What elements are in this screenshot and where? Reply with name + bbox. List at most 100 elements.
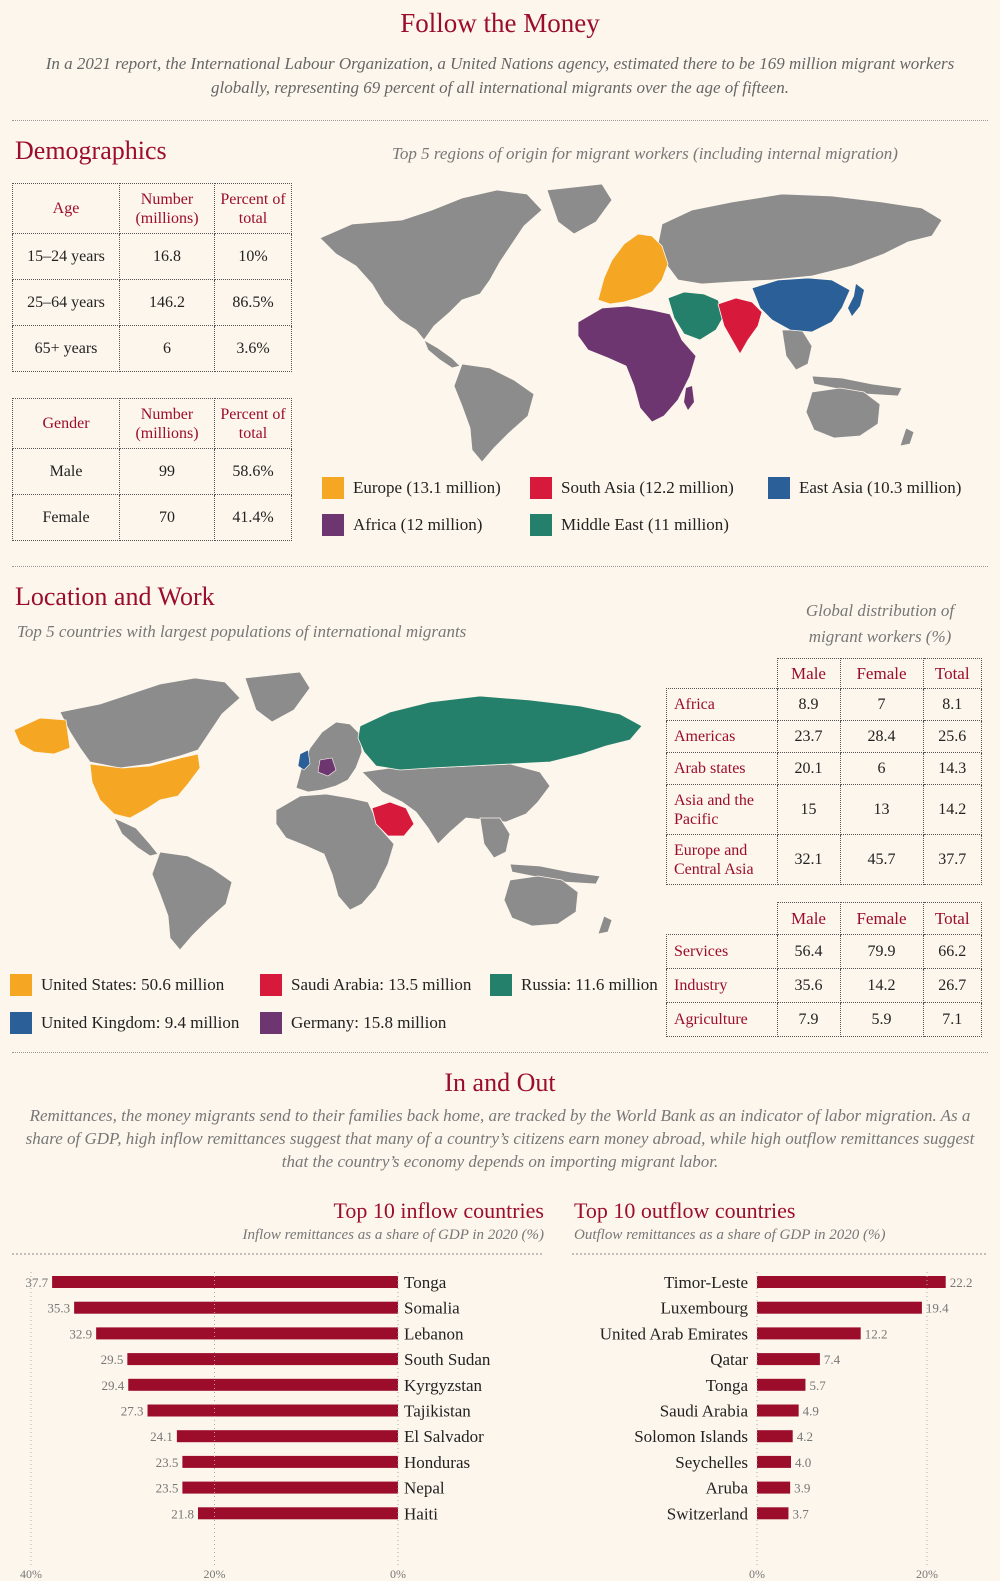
outflow-bar-chart: 22.2 Timor-Leste 19.4 Luxembourg 12.2 United …	[572, 1253, 988, 1581]
legend-label: Middle East (11 million)	[561, 515, 729, 534]
value-cell: 28.4	[839, 720, 924, 753]
category-label: United Arab Emirates	[600, 1324, 748, 1343]
percent-cell: 41.4%	[214, 494, 292, 541]
inflow-chart-subtitle: Inflow remittances as a share of GDP in …	[242, 1227, 544, 1243]
united-kingdom-region	[297, 749, 311, 771]
category-label: Nepal	[404, 1479, 445, 1498]
inout-text: Remittances, the money migrants send to …	[25, 1106, 975, 1171]
sector-distribution-table: Male Female Total Services 56.4 79.9 66.…	[666, 902, 982, 1037]
destination-world-map	[13, 671, 643, 951]
category-label: Lebanon	[404, 1324, 464, 1343]
value-cell: 8.9	[776, 688, 841, 721]
legend-label: United Kingdom: 9.4 million	[41, 1013, 240, 1032]
bar	[757, 1430, 793, 1443]
total-header: Total	[922, 902, 982, 935]
east-asia-region	[751, 277, 851, 333]
south-asia-region	[717, 297, 763, 355]
table-row: Female 70 41.4%	[12, 494, 292, 541]
category-label: Aruba	[706, 1479, 749, 1498]
bar	[757, 1276, 946, 1288]
percent-cell: 3.6%	[214, 325, 292, 372]
legend-item: Middle East (11 million)	[530, 514, 729, 536]
category-label: Solomon Islands	[634, 1427, 748, 1446]
category-label: Tonga	[404, 1273, 447, 1292]
table-row: Arab states 20.1 6 14.3	[666, 752, 982, 785]
male-header: Male	[776, 902, 841, 935]
age-cell: 65+ years	[12, 325, 120, 372]
legend-label: South Asia (12.2 million)	[561, 478, 734, 497]
category-label: Honduras	[404, 1453, 470, 1472]
sector-label: Industry	[666, 968, 778, 1003]
north-america-shape	[319, 189, 543, 341]
bar	[757, 1353, 820, 1366]
age-cell: 15–24 years	[12, 233, 120, 280]
legend-item: Europe (13.1 million)	[322, 477, 501, 499]
age-cell: 25–64 years	[12, 279, 120, 326]
data-label: 4.2	[797, 1429, 813, 1444]
legend-swatch	[530, 477, 552, 499]
greenland-shape	[546, 183, 613, 235]
age-table: Age Number (millions) Percent of total 1…	[12, 183, 292, 372]
southeast-asia-shape	[781, 329, 813, 371]
value-cell: 13	[839, 784, 924, 835]
data-label: 27.3	[121, 1404, 144, 1419]
data-label: 12.2	[865, 1326, 888, 1341]
data-label: 23.5	[156, 1455, 179, 1470]
percent-header: Percent of total	[214, 398, 292, 449]
legend-swatch	[322, 514, 344, 536]
category-label: Timor-Leste	[664, 1273, 748, 1292]
table-row: Services 56.4 79.9 66.2	[666, 934, 982, 969]
legend-swatch	[10, 974, 32, 996]
male-header: Male	[776, 658, 841, 689]
x-tick-label: 20%	[204, 1567, 226, 1581]
inflow-chart-title: Top 10 inflow countries	[333, 1198, 544, 1223]
legend-label: Saudi Arabia: 13.5 million	[291, 975, 472, 994]
percent-cell: 86.5%	[214, 279, 292, 326]
sector-label: Agriculture	[666, 1002, 778, 1037]
bar	[757, 1327, 861, 1340]
sector-label: Services	[666, 934, 778, 969]
africa-shape	[275, 793, 395, 911]
section-divider	[12, 566, 988, 567]
legend-item: Africa (12 million)	[322, 514, 482, 536]
alaska-region	[13, 717, 71, 755]
origin-world-map	[319, 183, 943, 463]
table-row: Europe and Central Asia 32.1 45.7 37.7	[666, 834, 982, 885]
legend-swatch	[530, 514, 552, 536]
inout-heading: In and Out	[444, 1068, 556, 1097]
region-label: Americas	[666, 720, 778, 753]
bar	[147, 1404, 398, 1417]
x-tick-label: 40%	[20, 1567, 42, 1581]
bar	[757, 1455, 791, 1468]
madagascar-shape	[684, 386, 694, 410]
female-header: Female	[839, 902, 924, 935]
number-cell: 70	[119, 494, 215, 541]
bar	[757, 1378, 806, 1391]
category-label: Luxembourg	[660, 1299, 748, 1318]
value-cell: 23.7	[776, 720, 841, 753]
category-label: Haiti	[404, 1504, 438, 1523]
russia-region	[357, 695, 643, 771]
value-cell: 32.1	[776, 834, 841, 885]
value-cell: 26.7	[922, 968, 982, 1003]
category-label: Switzerland	[667, 1504, 749, 1523]
data-label: 3.9	[794, 1481, 810, 1496]
germany-region	[317, 757, 337, 777]
inflow-bar-chart: 37.7 Tonga 35.3 Somalia 32.9 Lebanon 29.5 South…	[12, 1253, 544, 1581]
legend-label: Europe (13.1 million)	[353, 478, 501, 497]
bar	[182, 1455, 398, 1468]
legend-swatch	[260, 1012, 282, 1034]
category-label: Kyrgyzstan	[404, 1376, 483, 1395]
indonesia-shape	[811, 375, 903, 397]
percent-cell: 58.6%	[214, 448, 292, 495]
bar	[176, 1430, 398, 1443]
x-tick-label: 0%	[749, 1567, 765, 1581]
region-distribution-table: Male Female Total Africa 8.9 7 8.1 Ameri…	[666, 658, 982, 885]
value-cell: 5.9	[839, 1002, 924, 1037]
total-header: Total	[922, 658, 982, 689]
data-label: 19.4	[926, 1301, 949, 1316]
table-row: Americas 23.7 28.4 25.6	[666, 720, 982, 753]
data-label: 23.5	[156, 1481, 179, 1496]
category-label: Tonga	[706, 1376, 749, 1395]
value-cell: 14.2	[922, 784, 982, 835]
